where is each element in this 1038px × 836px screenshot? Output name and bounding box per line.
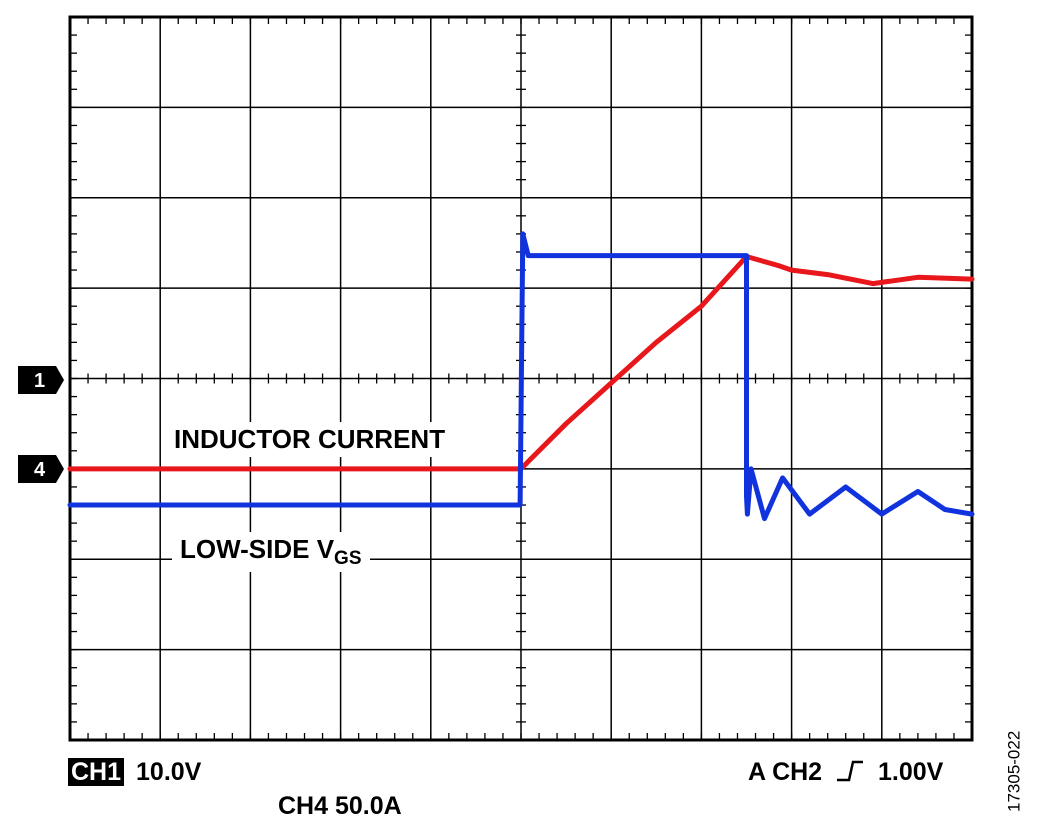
inductor-current-label: INDUCTOR CURRENT	[166, 422, 454, 457]
channel-4-marker: 4	[18, 455, 64, 483]
inductor-current-text: INDUCTOR CURRENT	[174, 424, 446, 454]
low-side-vgs-text: LOW-SIDE V	[180, 534, 335, 564]
channel-1-marker-label: 1	[34, 370, 45, 392]
trigger-source: A CH2	[748, 758, 823, 786]
ch1-readout: CH1 10.0V	[68, 758, 201, 787]
trigger-readout: A CH2 1.00V	[748, 758, 943, 787]
ch1-scale: 10.0V	[136, 758, 202, 786]
trigger-level: 1.00V	[878, 758, 944, 786]
figure-id: 17305-022	[1004, 730, 1023, 812]
ch1-badge: CH1	[68, 758, 125, 786]
rising-edge-icon	[837, 760, 864, 782]
traces	[67, 231, 975, 522]
ch4-readout: CH4 50.0A	[278, 792, 402, 820]
low-side-vgs-trace	[67, 231, 975, 522]
plot-border	[68, 15, 974, 742]
channel-4-marker-label: 4	[34, 459, 46, 481]
low-side-vgs-label: LOW-SIDE VGS	[172, 532, 370, 572]
channel-1-marker: 1	[18, 366, 64, 394]
inductor-current-trace	[67, 254, 975, 472]
low-side-vgs-subscript: GS	[334, 548, 362, 569]
